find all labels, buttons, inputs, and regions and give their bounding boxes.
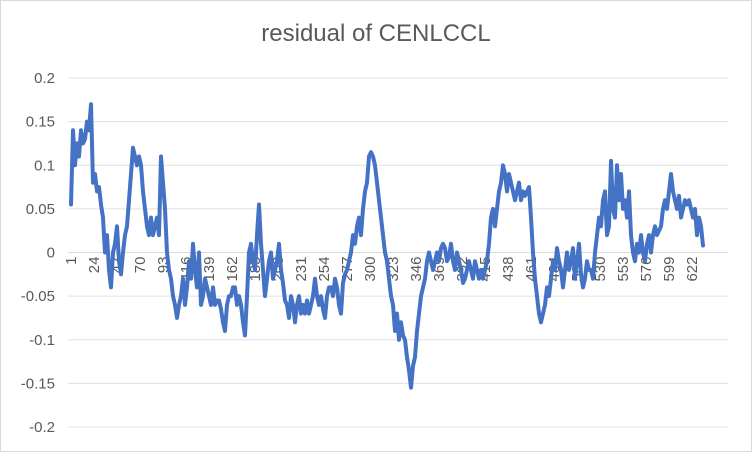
x-tick-label: 622 bbox=[684, 257, 701, 282]
y-tick-label: 0 bbox=[47, 245, 55, 262]
x-tick-label: 70 bbox=[132, 257, 149, 274]
x-tick-label: 438 bbox=[500, 257, 517, 282]
x-tick-label: 300 bbox=[362, 257, 379, 282]
x-tick-label: 139 bbox=[201, 257, 218, 282]
y-tick-label: -0.15 bbox=[21, 375, 55, 392]
y-tick-label: -0.2 bbox=[29, 419, 55, 436]
x-tick-label: 576 bbox=[638, 257, 655, 282]
y-tick-label: 0.05 bbox=[26, 201, 55, 218]
x-tick-label: 24 bbox=[86, 257, 103, 274]
x-tick-label: 599 bbox=[661, 257, 678, 282]
x-tick-label: 1 bbox=[63, 257, 80, 265]
x-tick-label: 254 bbox=[316, 257, 333, 282]
x-tick-label: 346 bbox=[408, 257, 425, 282]
y-tick-label: -0.05 bbox=[21, 288, 55, 305]
x-tick-label: 553 bbox=[615, 257, 632, 282]
x-tick-label: 231 bbox=[293, 257, 310, 282]
y-tick-label: 0.15 bbox=[26, 114, 55, 131]
x-axis-tick-labels: 1 24 47 70 93 116 139 162 185 208 231 254 277 300 323 3… bbox=[63, 257, 701, 282]
y-tick-label: 0.1 bbox=[34, 157, 55, 174]
chart-title: residual of CENLCCL bbox=[261, 20, 491, 47]
y-tick-label: 0.2 bbox=[34, 70, 55, 87]
x-tick-label: 162 bbox=[224, 257, 241, 282]
x-tick-label: 530 bbox=[592, 257, 609, 282]
y-axis-tick-labels: 0.2 0.15 0.1 0.05 0 -0.05 -0.1 -0.15 -0.2 bbox=[21, 70, 55, 436]
y-tick-label: -0.1 bbox=[29, 332, 55, 349]
x-tick-label: 461 bbox=[523, 257, 540, 282]
series-line bbox=[69, 102, 705, 390]
